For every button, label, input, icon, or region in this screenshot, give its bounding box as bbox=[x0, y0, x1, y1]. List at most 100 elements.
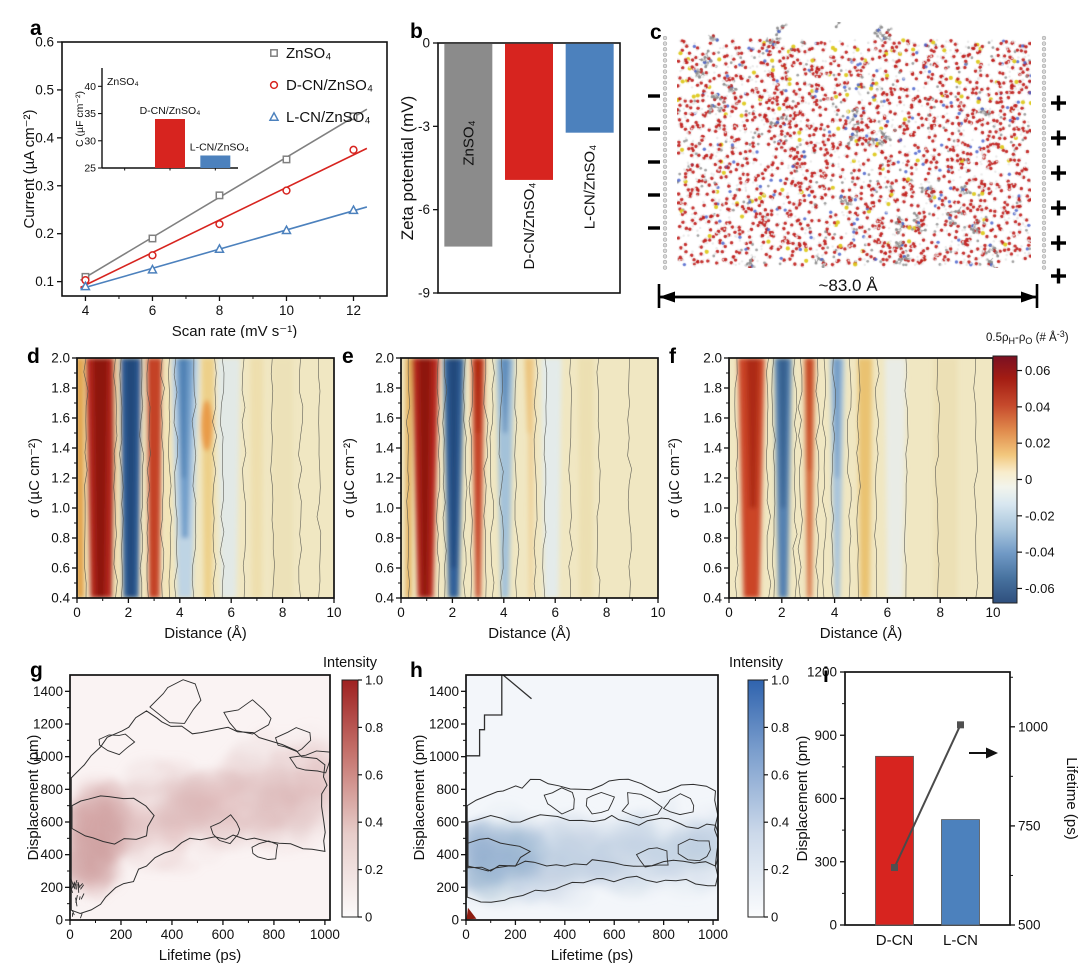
svg-text:1.4: 1.4 bbox=[375, 441, 394, 456]
svg-text:D-CN: D-CN bbox=[876, 932, 914, 949]
svg-text:D-CN/ZnSO₄: D-CN/ZnSO₄ bbox=[286, 77, 373, 94]
svg-text:8: 8 bbox=[279, 605, 287, 620]
panel-f-contour-map: 0 2 4 6 8 10 0.4 0.6 0.8 1.0 1.2 1.4 1.6 1.8 2.0 Distan… bbox=[666, 351, 1001, 643]
svg-text:0.6: 0.6 bbox=[51, 561, 70, 576]
svg-text:0: 0 bbox=[451, 913, 459, 928]
svg-text:1.6: 1.6 bbox=[375, 411, 394, 426]
panel-e: e 0 2 4 6 8 10 0.4 0.6 0.8 1.0 1.2 1.4 1.6 1.8 2.0 Dist… bbox=[340, 338, 677, 653]
panel-a-cv-scatter-chart: 4 6 8 10 12 0.1 0.2 0.3 0.4 0.5 0.6 Scan rate (mV s… bbox=[22, 35, 388, 338]
svg-text:900: 900 bbox=[814, 728, 837, 743]
svg-text:400: 400 bbox=[40, 847, 63, 862]
svg-text:1.4: 1.4 bbox=[51, 441, 70, 456]
svg-text:0.4: 0.4 bbox=[365, 815, 383, 830]
svg-text:0: 0 bbox=[422, 36, 430, 51]
svg-text:300: 300 bbox=[814, 854, 837, 869]
svg-text:1.8: 1.8 bbox=[51, 381, 70, 396]
svg-text:1.0: 1.0 bbox=[51, 501, 70, 516]
svg-text:0: 0 bbox=[771, 910, 778, 925]
svg-text:6: 6 bbox=[551, 605, 559, 620]
svg-text:0.1: 0.1 bbox=[35, 274, 54, 289]
panel-g: g 0 200 400 600 800 1000 0 200 400 600 800 1000 1200… bbox=[25, 653, 403, 975]
panel-d-label: d bbox=[27, 345, 40, 368]
svg-text:ZnSO₄: ZnSO₄ bbox=[460, 120, 477, 165]
svg-text:1000: 1000 bbox=[698, 927, 728, 942]
svg-text:10: 10 bbox=[650, 605, 665, 620]
svg-text:8: 8 bbox=[603, 605, 611, 620]
svg-text:0.02: 0.02 bbox=[1025, 436, 1050, 451]
svg-text:600: 600 bbox=[603, 927, 626, 942]
svg-text:10: 10 bbox=[326, 605, 341, 620]
svg-text:1200: 1200 bbox=[429, 717, 459, 732]
svg-text:-0.02: -0.02 bbox=[1025, 508, 1055, 523]
panel-f-label: f bbox=[669, 345, 676, 368]
svg-text:1200: 1200 bbox=[33, 717, 63, 732]
svg-text:1.2: 1.2 bbox=[51, 471, 70, 486]
svg-text:Intensity: Intensity bbox=[729, 655, 784, 671]
svg-text:0.4: 0.4 bbox=[375, 591, 394, 606]
svg-text:2.0: 2.0 bbox=[375, 351, 394, 366]
panel-i-bar-line-chart: 0 300 600 900 1200 500 750 1000 D-CN L-CN Displace… bbox=[795, 665, 1080, 950]
panel-d-contour-map: 0 2 4 6 8 10 0.4 0.6 0.8 1.0 1.2 1.4 1.6 1.8 2.0 Distan… bbox=[26, 351, 342, 643]
svg-text:1000: 1000 bbox=[1018, 719, 1048, 734]
svg-text:25: 25 bbox=[84, 163, 96, 175]
svg-text:Zeta potential (mV): Zeta potential (mV) bbox=[400, 96, 417, 241]
panel-c: c ~83.0 Å bbox=[645, 10, 1088, 328]
panel-c-walls-and-scalebar: ~83.0 Å bbox=[648, 35, 1066, 308]
svg-text:500: 500 bbox=[1018, 918, 1041, 933]
svg-text:0: 0 bbox=[725, 605, 733, 620]
svg-text:35: 35 bbox=[84, 108, 96, 120]
svg-text:0: 0 bbox=[73, 605, 81, 620]
panel-h-intensity-map: 0 200 400 600 800 1000 0 200 400 600 800 1000 1200 14… bbox=[411, 655, 789, 964]
svg-text:1.2: 1.2 bbox=[703, 471, 722, 486]
svg-text:4: 4 bbox=[82, 303, 90, 318]
svg-text:D-CN/ZnSO₄: D-CN/ZnSO₄ bbox=[521, 183, 538, 270]
svg-text:0.3: 0.3 bbox=[35, 178, 54, 193]
svg-text:σ (µC cm⁻²): σ (µC cm⁻²) bbox=[666, 438, 683, 518]
panel-g-label: g bbox=[30, 659, 43, 682]
svg-text:L-CN/ZnSO₄: L-CN/ZnSO₄ bbox=[190, 141, 249, 153]
svg-text:1.0: 1.0 bbox=[365, 673, 383, 688]
svg-text:0: 0 bbox=[462, 927, 470, 942]
svg-text:800: 800 bbox=[40, 782, 63, 797]
svg-text:0.2: 0.2 bbox=[35, 226, 54, 241]
svg-text:0.04: 0.04 bbox=[1025, 399, 1050, 414]
svg-text:8: 8 bbox=[936, 605, 944, 620]
svg-text:200: 200 bbox=[110, 927, 133, 942]
svg-text:L-CN/ZnSO₄: L-CN/ZnSO₄ bbox=[286, 109, 370, 126]
svg-text:0.8: 0.8 bbox=[703, 531, 722, 546]
panel-a-label: a bbox=[30, 17, 42, 40]
svg-text:2: 2 bbox=[778, 605, 786, 620]
panel-i-label: i bbox=[823, 664, 829, 687]
svg-text:6: 6 bbox=[227, 605, 235, 620]
svg-text:1000: 1000 bbox=[429, 749, 459, 764]
svg-text:0: 0 bbox=[365, 910, 372, 925]
panel-a: a 4 6 8 10 12 0.1 0.2 0.3 0.4 0.5 0.6 Scan rate (mV… bbox=[22, 12, 422, 338]
svg-text:1000: 1000 bbox=[33, 749, 63, 764]
svg-text:800: 800 bbox=[436, 782, 459, 797]
svg-text:0.8: 0.8 bbox=[51, 531, 70, 546]
panel-i: i 0 300 600 900 1200 500 750 1000 D-CN L-CN Displa… bbox=[795, 653, 1088, 975]
svg-text:0.4: 0.4 bbox=[771, 815, 789, 830]
svg-text:ZnSO₄: ZnSO₄ bbox=[107, 76, 139, 88]
svg-text:40: 40 bbox=[84, 81, 96, 93]
svg-text:1.6: 1.6 bbox=[51, 411, 70, 426]
svg-text:Lifetime (ps): Lifetime (ps) bbox=[159, 947, 242, 964]
svg-text:0.5: 0.5 bbox=[35, 82, 54, 97]
svg-text:ZnSO₄: ZnSO₄ bbox=[286, 45, 331, 62]
svg-text:10: 10 bbox=[985, 605, 1000, 620]
svg-text:0.8: 0.8 bbox=[365, 720, 383, 735]
panel-b: b 0 -3 -6 -9 ZnSO₄ D-CN/ZnSO₄ L-CN/ZnSO₄ Zeta p… bbox=[400, 12, 645, 338]
svg-text:Lifetime (ps): Lifetime (ps) bbox=[1063, 757, 1080, 840]
svg-text:-0.04: -0.04 bbox=[1025, 545, 1055, 560]
svg-text:0.4: 0.4 bbox=[35, 130, 54, 145]
panel-d: d 0 2 4 6 8 10 0.4 0.6 0.8 1.0 1.2 1.4 1.6 1.8 2.0 Dist… bbox=[25, 338, 355, 653]
panel-e-contour-map: 0 2 4 6 8 10 0.4 0.6 0.8 1.0 1.2 1.4 1.6 1.8 2.0 Distan… bbox=[341, 351, 666, 643]
panel-c-md-snapshot-image bbox=[677, 22, 1031, 268]
svg-text:Distance (Å): Distance (Å) bbox=[488, 625, 571, 642]
svg-text:1.0: 1.0 bbox=[703, 501, 722, 516]
svg-text:400: 400 bbox=[554, 927, 577, 942]
panel-b-zeta-bar-chart: 0 -3 -6 -9 ZnSO₄ D-CN/ZnSO₄ L-CN/ZnSO₄ Zeta pot… bbox=[400, 36, 621, 301]
svg-text:1.0: 1.0 bbox=[375, 501, 394, 516]
svg-text:Intensity: Intensity bbox=[323, 655, 378, 671]
svg-text:0.4: 0.4 bbox=[51, 591, 70, 606]
